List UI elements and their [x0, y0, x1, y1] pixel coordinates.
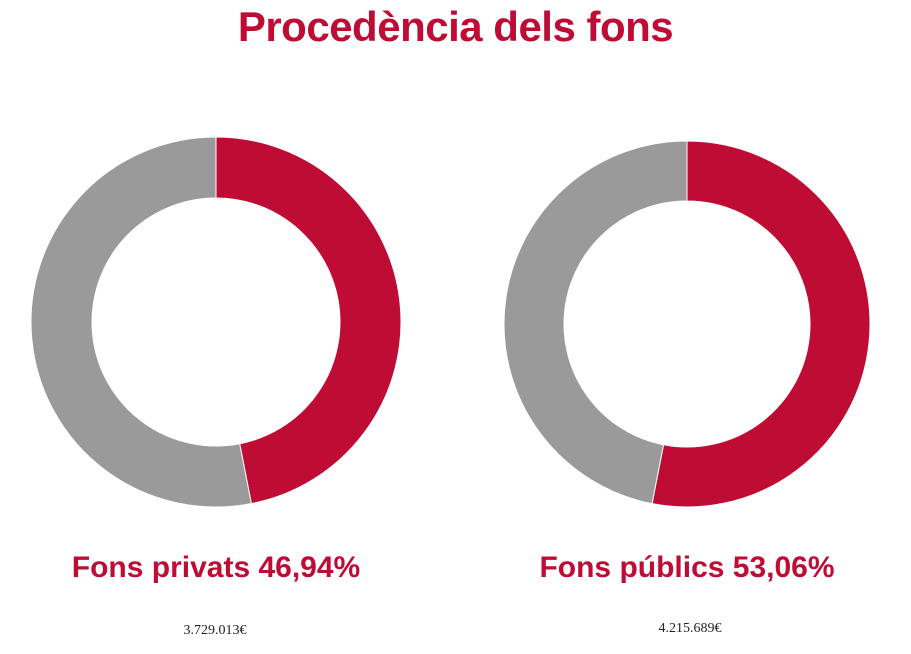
highlighted-slice: [215, 136, 402, 505]
highlighted-slice: [651, 140, 871, 508]
private-funds-amount: 3.729.013€: [183, 623, 247, 638]
donut-chart-private: [30, 136, 402, 508]
public-funds-amount: 4.215.689€: [658, 621, 722, 636]
donut-chart-public: [503, 140, 871, 508]
remaining-slice: [503, 140, 688, 505]
chart-title: Procedència dels fons: [237, 3, 674, 50]
private-funds-label: Fons privats 46,94%: [71, 551, 361, 584]
remaining-slice: [30, 136, 252, 508]
public-funds-label: Fons públics 53,06%: [539, 551, 835, 584]
